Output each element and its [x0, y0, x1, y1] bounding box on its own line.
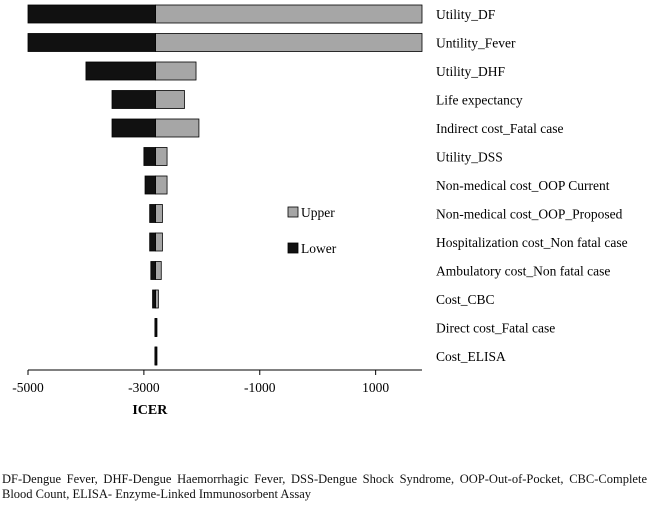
bar-upper-4: [155, 118, 200, 138]
category-label: Utility_DF: [436, 7, 496, 22]
x-axis-label: ICER: [132, 403, 168, 418]
bar-lower-2: [85, 61, 156, 81]
legend-label-lower: Lower: [301, 241, 337, 256]
category-label: Non-medical cost_OOP Current: [436, 178, 610, 193]
x-tick-label: -5000: [12, 380, 44, 395]
bar-upper-8: [155, 232, 163, 252]
legend-swatch-upper: [287, 206, 299, 218]
bar-lower-3: [111, 90, 156, 109]
bar-lower-6: [144, 175, 156, 195]
category-label: Cost_CBC: [436, 292, 495, 307]
legend-swatch-lower: [287, 242, 299, 254]
bar-lower-5: [143, 147, 156, 166]
bar-upper-3: [155, 90, 185, 109]
bar-upper-5: [155, 147, 168, 166]
bar-lower-11: [154, 318, 157, 337]
category-label: Life expectancy: [436, 93, 523, 108]
footnote: DF-Dengue Fever, DHF-Dengue Haemorrhagic…: [2, 472, 647, 501]
bar-upper-7: [155, 204, 163, 223]
bar-upper-9: [155, 261, 162, 280]
category-label: Cost_ELISA: [436, 349, 506, 364]
category-label: Hospitalization cost_Non fatal case: [436, 235, 628, 250]
bar-upper-1: [155, 33, 423, 52]
x-tick-label: 1000: [362, 380, 389, 395]
x-tick-label: -3000: [128, 380, 160, 395]
bar-upper-6: [155, 175, 168, 195]
category-label: Utility_DSS: [436, 150, 503, 165]
category-label: Direct cost_Fatal case: [436, 321, 555, 336]
tornado-chart: -5000 -3000 -1000 1000 Utility_DF Untility_F…: [12, 4, 628, 418]
category-label: Ambulatory cost_Non fatal case: [436, 264, 610, 279]
bar-lower-8: [149, 232, 156, 252]
legend: Upper Lower: [287, 205, 337, 256]
bar-lower-9: [150, 261, 156, 280]
category-label: Indirect cost_Fatal case: [436, 121, 563, 136]
bar-lower-4: [111, 118, 156, 138]
bar-lower-10: [152, 289, 156, 309]
bar-upper-10: [155, 289, 159, 309]
category-label: Utility_DHF: [436, 64, 506, 79]
bar-lower-1: [27, 33, 156, 52]
bar-lower-0: [27, 4, 156, 24]
bar-upper-2: [155, 61, 197, 81]
legend-label-upper: Upper: [301, 205, 335, 220]
bar-upper-0: [155, 4, 423, 24]
bar-lower-12: [154, 346, 157, 366]
category-label: Untility_Fever: [436, 36, 516, 51]
x-tick-label: -1000: [244, 380, 276, 395]
bar-lower-7: [149, 204, 156, 223]
category-label: Non-medical cost_OOP_Proposed: [436, 207, 623, 222]
